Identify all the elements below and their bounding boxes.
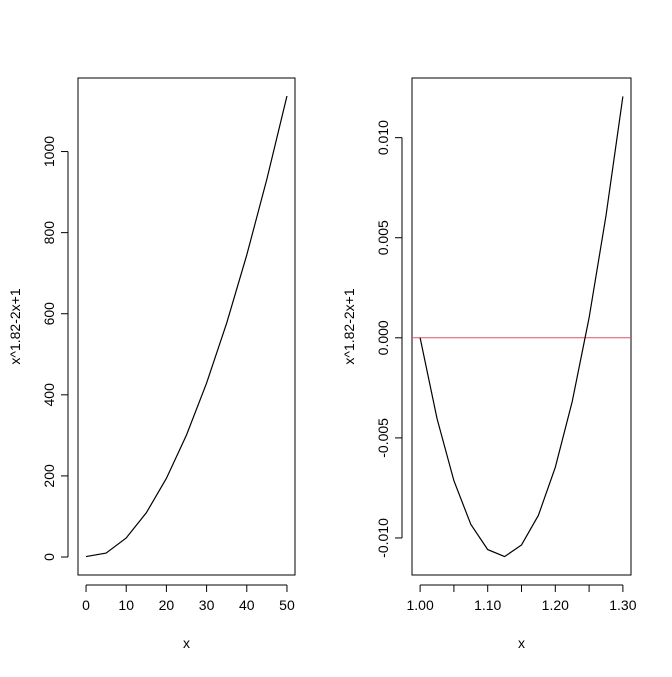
y-tick-label: 600 xyxy=(41,302,57,326)
y-tick-label: 400 xyxy=(41,383,57,407)
y-tick-label: -0.010 xyxy=(375,518,391,558)
y-tick-label: 0 xyxy=(41,553,57,561)
y-tick-label: 200 xyxy=(41,464,57,488)
x-tick-label: 1.20 xyxy=(542,597,569,613)
x-tick-label: 20 xyxy=(159,597,175,613)
x-axis-label: x xyxy=(518,635,525,651)
x-tick-label: 1.00 xyxy=(406,597,433,613)
x-tick-label: 50 xyxy=(279,597,295,613)
x-tick-label: 30 xyxy=(199,597,215,613)
y-tick-label: 800 xyxy=(41,221,57,245)
x-tick-label: 40 xyxy=(239,597,255,613)
x-tick-label: 1.30 xyxy=(609,597,636,613)
y-tick-label: 0.005 xyxy=(375,220,391,255)
y-axis-label: x^1.82-2x+1 xyxy=(7,288,23,364)
y-tick-label: 0.000 xyxy=(375,320,391,355)
line xyxy=(85,95,288,558)
y-tick-label: 1000 xyxy=(41,136,57,167)
x-tick-label: 10 xyxy=(118,597,134,613)
x-tick-label: 1.10 xyxy=(474,597,501,613)
x-axis-label: x xyxy=(183,635,190,651)
plot-box xyxy=(77,77,296,576)
line xyxy=(419,96,624,558)
y-tick-label: -0.005 xyxy=(375,418,391,458)
x-tick-label: 0 xyxy=(82,597,90,613)
plot-box xyxy=(411,77,632,576)
y-axis-label: x^1.82-2x+1 xyxy=(341,288,357,364)
y-tick-label: 0.010 xyxy=(375,120,391,155)
